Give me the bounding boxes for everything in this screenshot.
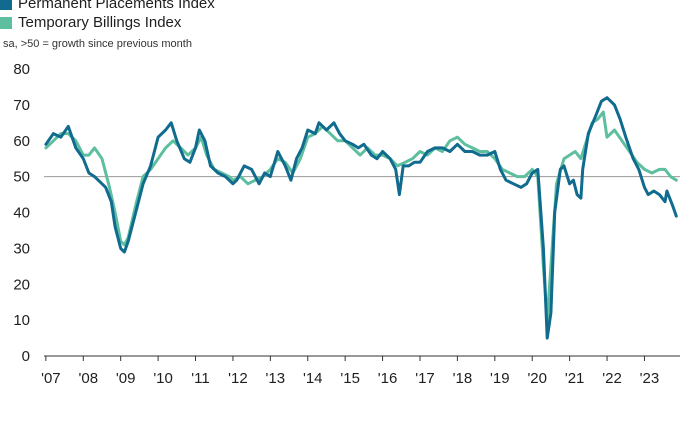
x-tick-label: '13 [266,370,286,387]
legend-item-temporary: Temporary Billings Index [0,13,215,32]
x-tick-label: '18 [453,370,473,387]
y-axis: 0 10 20 30 40 50 60 70 80 [13,61,680,365]
y-tick-label: 70 [13,97,30,114]
y-tick-label: 40 [13,205,30,222]
y-tick-label: 80 [13,61,30,78]
x-tick-label: '15 [340,370,360,387]
x-tick-label: '23 [640,370,660,387]
y-tick-label: 50 [13,169,30,186]
x-tick-label: '12 [228,370,248,387]
series-line-temporary [44,110,678,322]
legend-swatch-temporary [0,16,12,29]
y-tick-label: 10 [13,312,30,329]
x-tick-label: '08 [79,370,99,387]
series-lines [44,96,678,340]
series-line-permanent [44,96,678,340]
legend-swatch-permanent [0,0,12,10]
x-tick-label: '17 [415,370,435,387]
legend-label-temporary: Temporary Billings Index [18,14,182,31]
legend: Permanent Placements Index Temporary Bil… [0,0,215,32]
legend-item-permanent: Permanent Placements Index [0,0,215,13]
x-tick-label: '09 [116,370,136,387]
x-tick-label: '14 [303,370,323,387]
y-tick-label: 20 [13,276,30,293]
x-tick-label: '07 [41,370,61,387]
y-tick-label: 0 [22,348,30,365]
x-tick-label: '19 [490,370,510,387]
chart-note: sa, >50 = growth since previous month [3,38,192,50]
x-tick-label: '16 [378,370,398,387]
y-tick-label: 60 [13,133,30,150]
x-tick-label: '22 [602,370,622,387]
x-tick-label: '10 [153,370,173,387]
x-tick-label: '21 [565,370,585,387]
legend-label-permanent: Permanent Placements Index [18,0,215,12]
y-tick-label: 30 [13,240,30,257]
x-tick-label: '11 [191,370,209,387]
x-axis: '07 '08 '09 '10 '11 '12 '13 '14 '15 '16 '17 '18 '19 '… [41,355,680,387]
x-tick-label: '20 [527,370,547,387]
